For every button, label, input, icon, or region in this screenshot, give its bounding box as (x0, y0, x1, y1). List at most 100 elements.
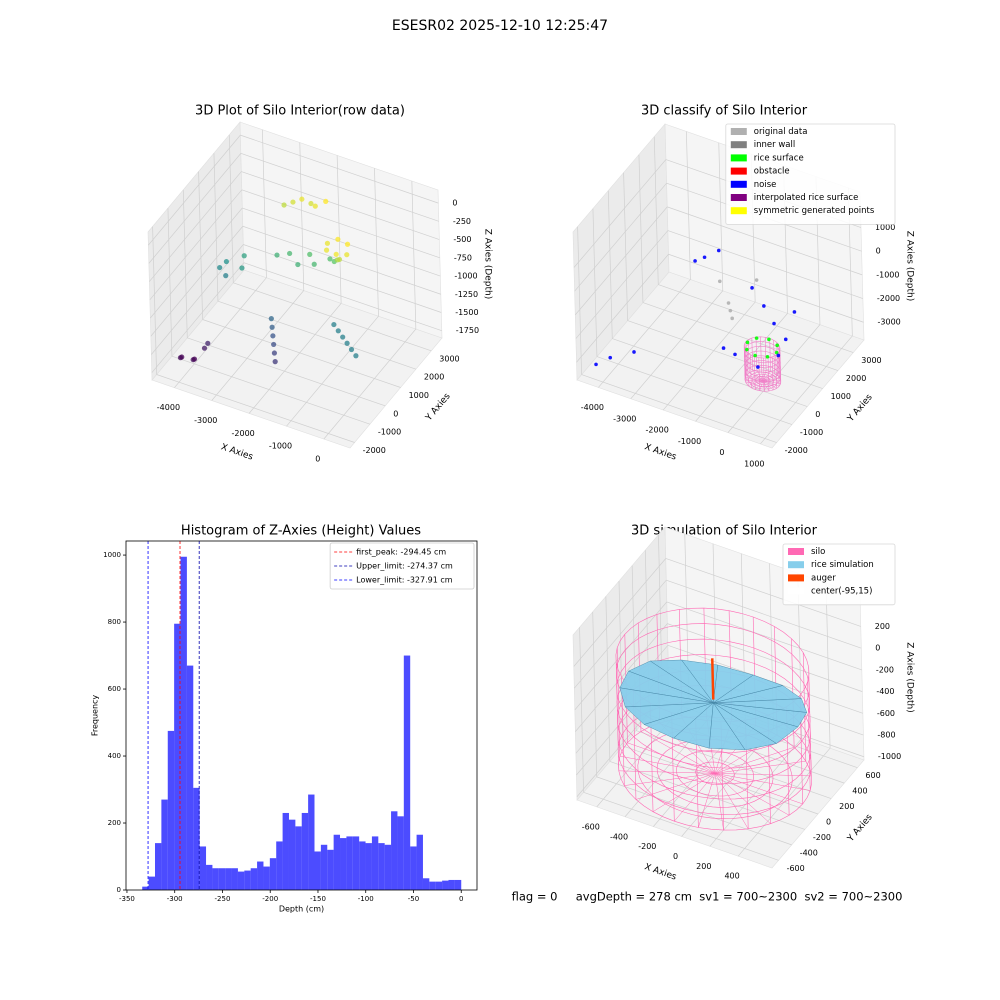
silo-spoke (714, 746, 795, 774)
histogram-bar (454, 879, 462, 890)
silo-spoke (715, 760, 806, 774)
point (311, 261, 317, 267)
z-grid-line (667, 623, 863, 692)
y-grid-line (213, 153, 219, 302)
point (307, 251, 313, 257)
point (792, 310, 797, 314)
silo-vertical (616, 647, 621, 757)
point (323, 198, 329, 204)
legend-swatch (730, 207, 747, 215)
y-grid-line (581, 374, 777, 443)
y-axis-label: Frequency (91, 695, 100, 737)
z-grid-line (574, 206, 668, 316)
z-tick-label: -200 (876, 665, 894, 674)
x-grid-line (760, 335, 853, 445)
silo-spoke (635, 773, 716, 800)
z-grid-line (573, 159, 667, 268)
histogram-bar (365, 843, 372, 890)
histogram-bar (391, 811, 398, 890)
z-tick-label: -750 (454, 253, 472, 262)
point (772, 321, 776, 326)
z-grid-line (666, 601, 862, 671)
point (765, 354, 770, 359)
legend-label: silo (811, 547, 825, 557)
point (290, 199, 296, 205)
y-tick-label: 2000 (846, 374, 866, 383)
histogram-bar (384, 844, 392, 890)
y-grid-line (642, 302, 839, 371)
y-grid-line (638, 154, 644, 303)
y-tick-label: 0 (815, 410, 820, 419)
histogram-bar (180, 556, 187, 890)
y-tick-label: 1000 (831, 392, 851, 401)
silo-vertical (807, 681, 811, 791)
histogram-bar (346, 836, 353, 890)
x-tick-label: 400 (724, 872, 739, 881)
x-grid-line (695, 313, 788, 422)
point (632, 350, 636, 354)
point (241, 253, 247, 259)
legend-swatch (730, 180, 747, 188)
x-tick-label: -3000 (613, 414, 636, 423)
z-grid-line (150, 207, 243, 319)
x-grid-line (686, 131, 691, 280)
silo-spoke (714, 773, 803, 805)
point (728, 308, 733, 313)
legend-label: Lower_limit: -327.91 cm (356, 576, 453, 585)
z-tick-label: -800 (877, 731, 895, 740)
z-grid-line (241, 171, 440, 240)
y-tick-label: -2000 (785, 446, 808, 455)
silo-spoke (624, 773, 716, 786)
cylinder-spoke (749, 372, 764, 381)
x-tick-label: -100 (358, 895, 374, 903)
point (295, 261, 301, 268)
auger (711, 658, 715, 700)
z-grid-line (667, 206, 863, 276)
cylinder-vertical (744, 349, 747, 383)
y-tick-label: 400 (852, 787, 867, 796)
x-grid-line (411, 181, 417, 330)
histogram-bar (218, 868, 226, 890)
y-tick-label: 3000 (861, 356, 881, 365)
y-grid-line (596, 776, 792, 846)
y-grid-line (202, 319, 401, 388)
legend-label: first_peak: -294.45 cm (356, 548, 446, 557)
silo-spoke (714, 773, 749, 829)
x-tick-label: -200 (262, 895, 278, 903)
histogram-bar (314, 851, 321, 890)
point (335, 236, 341, 242)
cylinder-spoke (762, 380, 765, 392)
cylinder-vertical (767, 357, 770, 391)
point (335, 328, 341, 334)
z-grid-line (576, 254, 669, 363)
cylinder-spoke (762, 380, 781, 384)
cylinder-spoke (762, 377, 780, 381)
point (312, 203, 318, 209)
x-tick-label: -1000 (678, 437, 701, 446)
y-tick-label: 800 (108, 618, 121, 626)
legend-swatch (730, 128, 747, 135)
y-tick-label: 2000 (424, 373, 444, 382)
legend-swatch (788, 561, 804, 569)
legend-label: Upper_limit: -274.37 cm (356, 562, 453, 571)
histogram-bar (378, 843, 385, 890)
cylinder-vertical (760, 336, 762, 370)
point (716, 248, 721, 253)
y-grid-line (198, 171, 203, 320)
y-grid-line (156, 374, 355, 443)
cylinder-spoke (746, 380, 763, 384)
y-grid-line (622, 745, 819, 815)
cylinder-vertical (776, 342, 778, 376)
histogram-bar (359, 841, 366, 890)
legend-label: obstacle (754, 167, 790, 177)
point (721, 346, 726, 350)
legend-label: original data (754, 127, 808, 137)
z-grid-line (241, 189, 440, 259)
z-tick-label: 0 (875, 644, 880, 653)
y-tick-label: -1000 (378, 428, 401, 437)
y-grid-line (592, 611, 598, 777)
point (281, 202, 287, 208)
cylinder-vertical (754, 356, 756, 390)
x-tick-label: 0 (459, 895, 463, 903)
point (344, 252, 350, 258)
